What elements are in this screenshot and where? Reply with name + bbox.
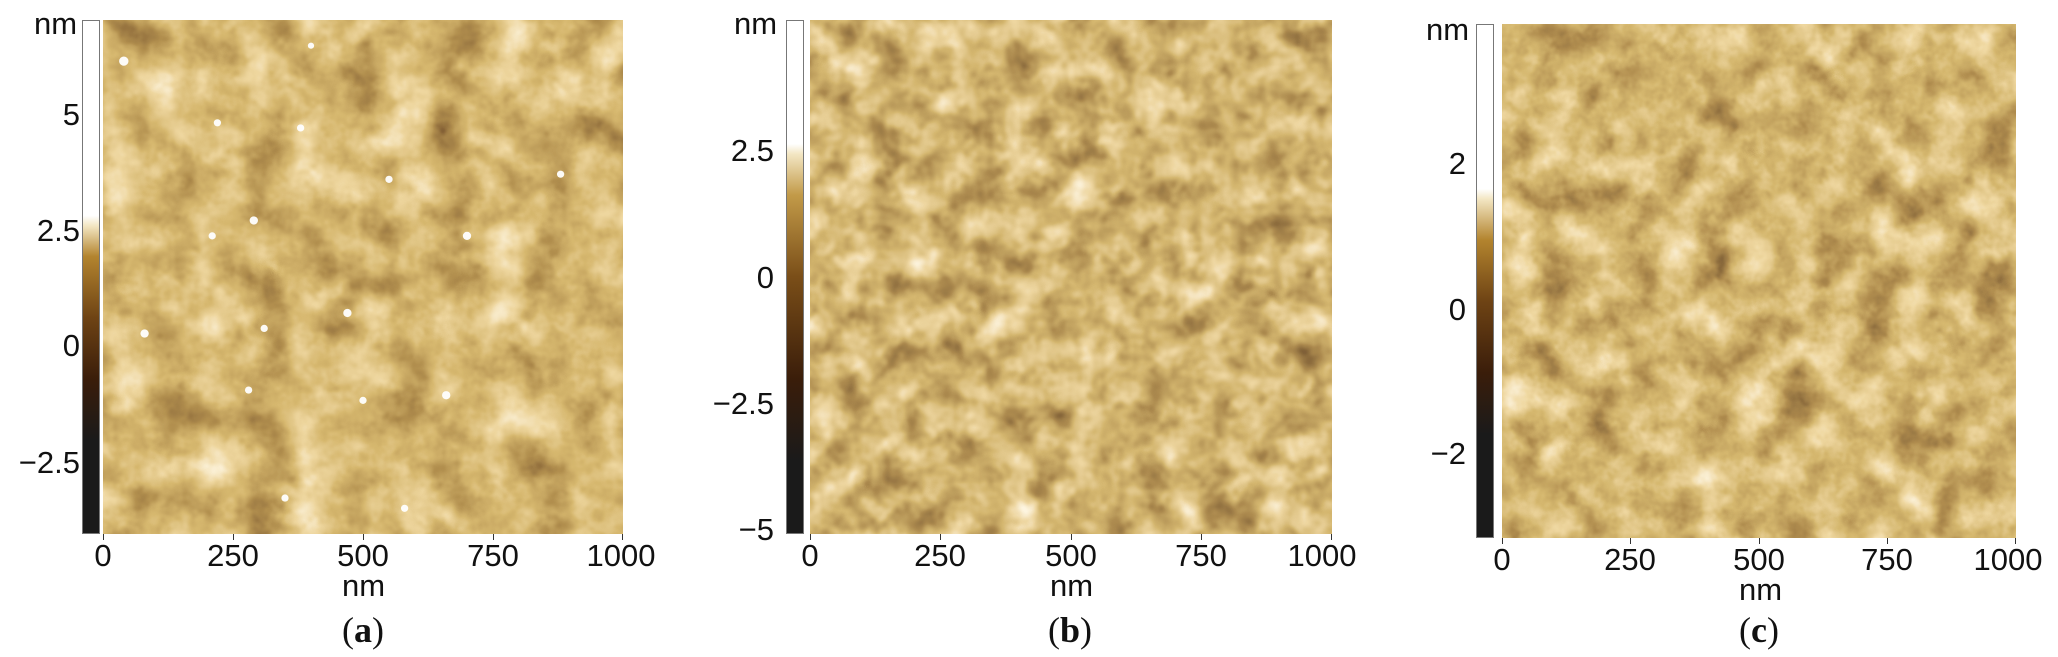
panel-a: nm 5 2.5 0 −2.5	[0, 0, 686, 657]
x-tick-mark	[233, 534, 234, 540]
panel-caption: (c)	[1739, 610, 1779, 650]
x-tick-mark	[1071, 534, 1072, 540]
panel-caption: (b)	[1047, 610, 1093, 650]
colorbar	[786, 20, 804, 534]
x-tick-mark	[363, 534, 364, 540]
x-tick-label: 750	[467, 538, 519, 573]
x-tick-label: 500	[1733, 542, 1785, 577]
x-tick-label: 750	[1175, 538, 1227, 573]
x-tick-label: 1000	[1287, 538, 1357, 573]
x-tick-label: 0	[801, 538, 819, 573]
x-tick-label: 250	[207, 538, 259, 573]
colorbar-tick: −2.5	[18, 445, 80, 480]
x-tick-mark	[622, 534, 623, 540]
afm-height-map	[1502, 24, 2016, 538]
panel-c: nm 2 0 −2	[1372, 0, 2058, 657]
colorbar-tick: 0	[62, 328, 80, 363]
x-tick-label: 0	[1493, 542, 1511, 577]
colorbar-tick: 5	[62, 97, 80, 132]
x-axis-unit-label: nm	[342, 568, 386, 603]
colorbar-tick: −5	[738, 512, 774, 547]
colorbar-tick: 0	[1448, 292, 1466, 327]
colorbar-tick: 2	[1448, 146, 1466, 181]
colorbar-tick: −2	[1430, 436, 1466, 471]
x-tick-mark	[810, 534, 811, 540]
colorbar-tick: 0	[756, 260, 774, 295]
colorbar-tick: −2.5	[712, 386, 774, 421]
x-tick-label: 250	[1604, 542, 1656, 577]
colorbar-tick: 2.5	[730, 133, 774, 168]
x-tick-mark	[2015, 538, 2016, 544]
x-tick-mark	[1759, 538, 1760, 544]
x-tick-label: 500	[337, 538, 389, 573]
colorbar	[82, 20, 100, 534]
x-axis-unit-label: nm	[1050, 568, 1094, 603]
x-axis-unit-label: nm	[1739, 572, 1783, 607]
x-tick-mark	[1502, 538, 1503, 544]
panel-caption: (a)	[342, 610, 384, 650]
afm-height-map	[103, 20, 623, 534]
x-tick-mark	[940, 534, 941, 540]
x-tick-mark	[493, 534, 494, 540]
x-tick-mark	[1331, 534, 1332, 540]
panel-b: nm 2.5 0 −2.5 −5	[686, 0, 1372, 657]
colorbar	[1476, 24, 1494, 538]
colorbar-unit-label: nm	[34, 6, 78, 41]
x-tick-label: 500	[1045, 538, 1097, 573]
x-tick-mark	[1630, 538, 1631, 544]
colorbar-tick: 2.5	[36, 213, 80, 248]
x-tick-label: 0	[94, 538, 112, 573]
x-tick-mark	[103, 534, 104, 540]
x-tick-mark	[1201, 534, 1202, 540]
x-tick-mark	[1887, 538, 1888, 544]
x-tick-label: 1000	[586, 538, 656, 573]
x-tick-label: 750	[1861, 542, 1913, 577]
x-tick-label: 1000	[1973, 542, 2043, 577]
afm-height-map	[810, 20, 1332, 534]
x-tick-label: 250	[914, 538, 966, 573]
colorbar-unit-label: nm	[1426, 12, 1470, 47]
colorbar-unit-label: nm	[734, 6, 778, 41]
